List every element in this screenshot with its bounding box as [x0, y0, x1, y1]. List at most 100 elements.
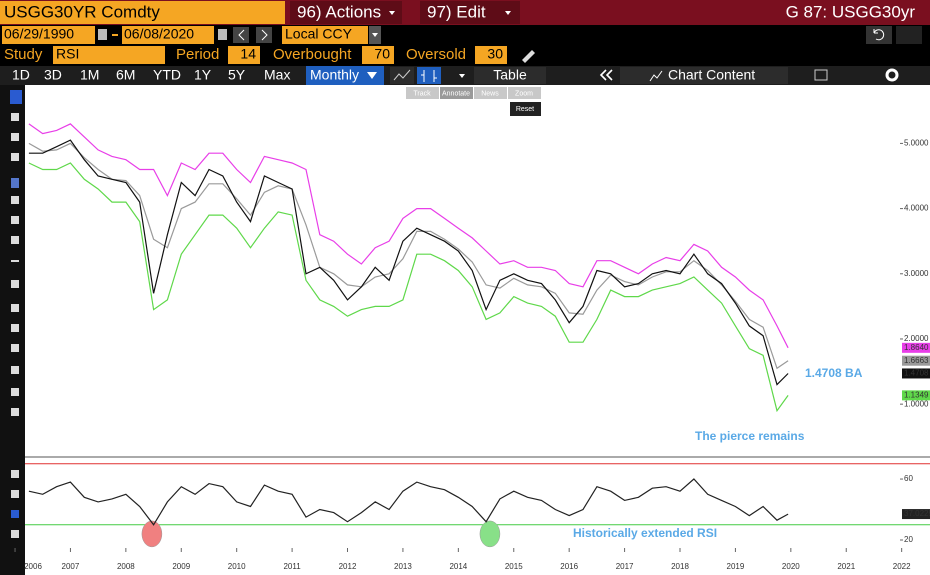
last-value-label: 1.1349	[904, 390, 929, 399]
reset: Reset	[516, 106, 534, 113]
last-value-label: 37.0225	[904, 509, 930, 518]
tool-button[interactable]	[508, 87, 541, 99]
last-value-label: 1.8640	[904, 343, 929, 352]
page-code: G 87: USGG30yr	[786, 2, 916, 21]
series-line	[28, 123, 789, 349]
oversold: 30	[487, 46, 503, 62]
actions-button[interactable]	[290, 1, 402, 24]
y-tick-label: 20	[904, 535, 913, 544]
arrows	[238, 29, 268, 41]
x-tick-label: 2006	[24, 562, 42, 571]
settings-icon[interactable]	[885, 68, 899, 82]
next-button[interactable]	[256, 27, 272, 43]
period-field[interactable]	[228, 46, 260, 64]
tool-label: News	[481, 90, 499, 97]
dash	[112, 34, 118, 36]
series-line	[28, 162, 789, 413]
table-button[interactable]	[474, 67, 546, 84]
dropdown-arrow	[389, 11, 395, 15]
series-line	[28, 478, 789, 526]
line-glyph	[393, 69, 411, 81]
edit: 97) Edit	[427, 2, 486, 21]
x-tick-label: 2020	[782, 562, 800, 571]
oversold-field[interactable]	[475, 46, 507, 64]
dropdown-arrow	[459, 74, 465, 78]
x-tick-label: 2017	[616, 562, 634, 571]
security: USGG30YR Comdty	[4, 2, 160, 21]
range-buttons: 1D 3D 1M 6M YTD 1Y 5Y Max	[12, 67, 290, 83]
x-tick-label: 2022	[893, 562, 911, 571]
start-date: 06/29/1990	[4, 26, 74, 42]
frequency: Monthly	[310, 67, 359, 83]
series-line	[28, 139, 789, 386]
currency: Local CCY	[285, 26, 353, 42]
undo-button[interactable]	[866, 26, 892, 44]
y-tick-label: 3.0000	[904, 269, 929, 278]
x-tick-label: 2011	[283, 562, 301, 571]
end-date: 06/08/2020	[124, 26, 194, 42]
line-icon[interactable]	[390, 67, 414, 84]
range-button[interactable]: 5Y	[228, 67, 246, 83]
frequency-button[interactable]	[306, 66, 384, 85]
undo-icon	[873, 29, 885, 41]
last-value-label: 1.6663	[904, 356, 929, 365]
range-button[interactable]: Max	[264, 67, 290, 83]
last-value-box	[902, 509, 930, 520]
chart-icon	[649, 70, 663, 82]
prev-button[interactable]	[233, 27, 249, 43]
dropdown-arrow	[372, 33, 378, 37]
last-value-box	[902, 390, 930, 401]
annotation: Historically extended RSI	[573, 526, 717, 540]
range-button[interactable]: 1M	[80, 67, 99, 83]
tool-button[interactable]	[474, 87, 507, 99]
y-tick-label: 60	[904, 474, 913, 483]
last-value-box	[902, 368, 930, 379]
currency-field[interactable]	[282, 26, 368, 44]
calendar-icon[interactable]	[98, 29, 107, 40]
tool-button[interactable]	[440, 87, 473, 99]
calendar-icon[interactable]	[218, 29, 227, 40]
highlight	[479, 520, 501, 548]
x-tick-label: 2021	[837, 562, 855, 571]
redo-button[interactable]	[896, 26, 922, 44]
range-button[interactable]: 1Y	[194, 67, 212, 83]
range-button[interactable]: 1D	[12, 67, 30, 83]
x-tick-label: 2013	[394, 562, 412, 571]
pencil-icon[interactable]	[522, 50, 535, 63]
y-tick-label: 1.0000	[904, 399, 929, 408]
range-button[interactable]: 6M	[116, 67, 135, 83]
end-date-field[interactable]	[122, 26, 214, 44]
edit-button[interactable]	[420, 1, 520, 24]
last-value-box	[902, 342, 930, 353]
period-label: Period	[176, 46, 219, 63]
x-tick-label: 2016	[560, 562, 578, 571]
overbought-label: Overbought	[273, 46, 352, 63]
collapse-icon[interactable]	[599, 69, 613, 81]
y-tick-label: 2.0000	[904, 334, 929, 343]
reset-button[interactable]	[510, 102, 541, 116]
table: Table	[493, 67, 527, 83]
range-button[interactable]: 3D	[44, 67, 62, 83]
tool-label: Track	[413, 90, 431, 97]
range-button[interactable]: YTD	[153, 67, 181, 83]
overbought-field[interactable]	[362, 46, 394, 64]
toolbar	[0, 66, 930, 85]
bar-icon[interactable]	[417, 67, 441, 84]
tool-button[interactable]	[406, 87, 439, 99]
overbought: 70	[374, 46, 390, 62]
study-field[interactable]	[53, 46, 165, 64]
tool-label: Zoom	[515, 90, 533, 97]
dropdown-arrow	[505, 11, 511, 15]
security-field[interactable]	[0, 1, 285, 24]
x-tick-label: 2012	[339, 562, 357, 571]
study-label: Study	[4, 46, 43, 63]
chart-area	[25, 85, 930, 575]
x-tick-label: 2014	[449, 562, 467, 571]
series-line	[28, 142, 789, 370]
start-date-field[interactable]	[2, 26, 95, 44]
x-tick-label: 2019	[727, 562, 745, 571]
bar-glyph	[421, 70, 437, 82]
study: RSI	[56, 46, 79, 62]
edit-icon[interactable]	[814, 69, 828, 81]
